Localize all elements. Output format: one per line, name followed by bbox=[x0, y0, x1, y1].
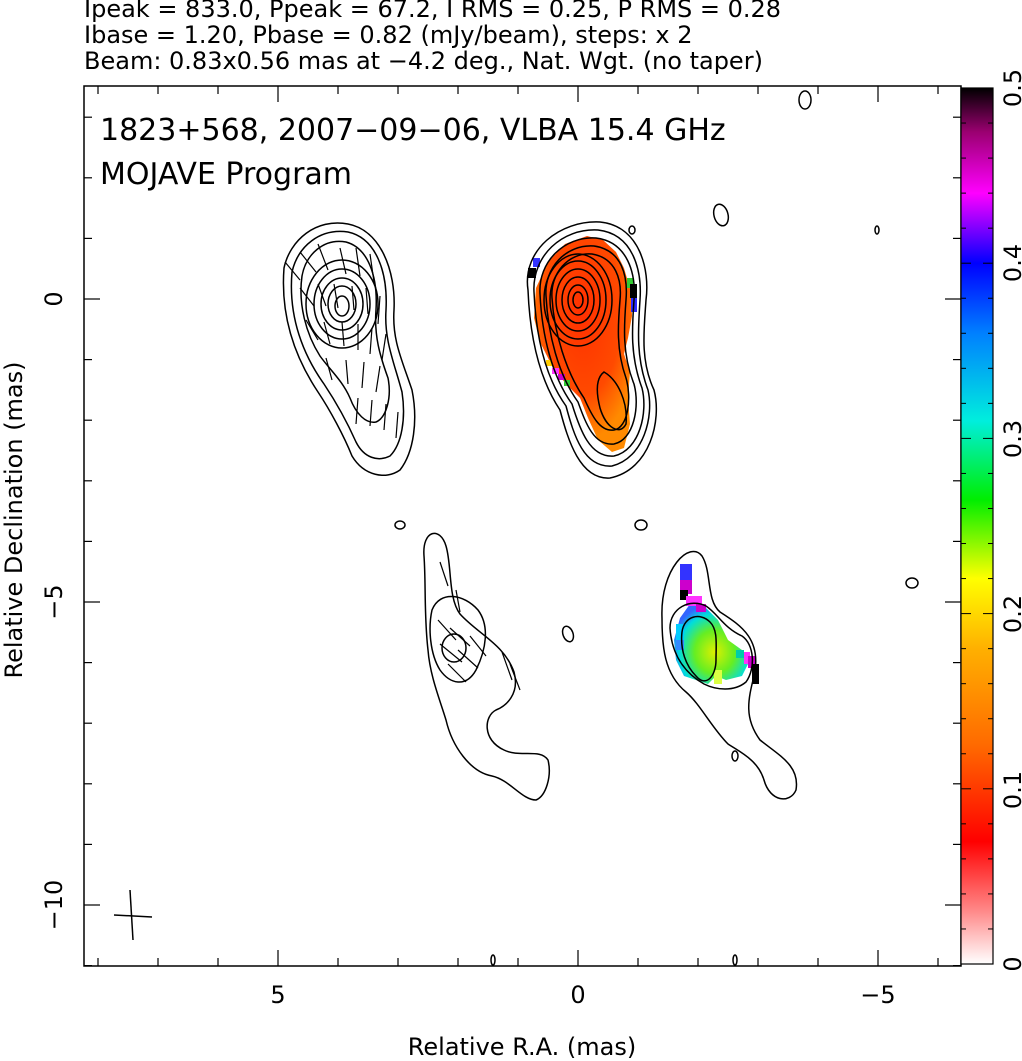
colorbar-label-0.2: 0.2 bbox=[999, 595, 1022, 633]
source-annotation: 1823+568, 2007−09−06, VLBA 15.4 GHz bbox=[100, 113, 726, 148]
x-tick-label-minus5: −5 bbox=[860, 981, 895, 1009]
y-tick-label-0: 0 bbox=[40, 291, 68, 306]
fracpol-colour-core bbox=[528, 236, 637, 452]
colorbar-label-0.3: 0.3 bbox=[999, 420, 1022, 458]
colorbar-label-0.5: 0.5 bbox=[999, 69, 1022, 107]
fracpol-colour-knot bbox=[674, 564, 759, 684]
x-tick-label-5: 5 bbox=[270, 981, 285, 1009]
contours-left bbox=[282, 222, 550, 966]
x-axis-title: Relative R.A. (mas) bbox=[408, 1033, 636, 1061]
header-line-2: Ibase = 1.20, Pbase = 0.82 (mJy/beam), s… bbox=[84, 21, 693, 49]
colorbar-label-0.4: 0.4 bbox=[999, 244, 1022, 282]
evpa-sticks bbox=[284, 243, 521, 691]
contours-right bbox=[526, 90, 919, 966]
colorbar-ticks bbox=[961, 87, 993, 965]
y-tick-label-minus5: −5 bbox=[40, 584, 68, 619]
y-tick-label-minus10: −10 bbox=[40, 880, 68, 931]
y-axis-title: Relative Declination (mas) bbox=[0, 361, 28, 678]
beam-marker bbox=[113, 889, 153, 941]
header-line-3: Beam: 0.83x0.56 mas at −4.2 deg., Nat. W… bbox=[84, 47, 763, 75]
x-tick-label-0: 0 bbox=[570, 981, 585, 1009]
axis-ticks bbox=[84, 86, 961, 967]
colorbar-gradient bbox=[961, 88, 993, 964]
colorbar-label-0: 0 bbox=[999, 956, 1022, 971]
header-line-1: Ipeak = 833.0, Ppeak = 67.2, I RMS = 0.2… bbox=[84, 0, 782, 23]
colorbar-frame bbox=[960, 87, 994, 965]
plot-frame bbox=[83, 85, 962, 967]
program-annotation: MOJAVE Program bbox=[100, 157, 352, 192]
colorbar-label-0.1: 0.1 bbox=[999, 771, 1022, 809]
